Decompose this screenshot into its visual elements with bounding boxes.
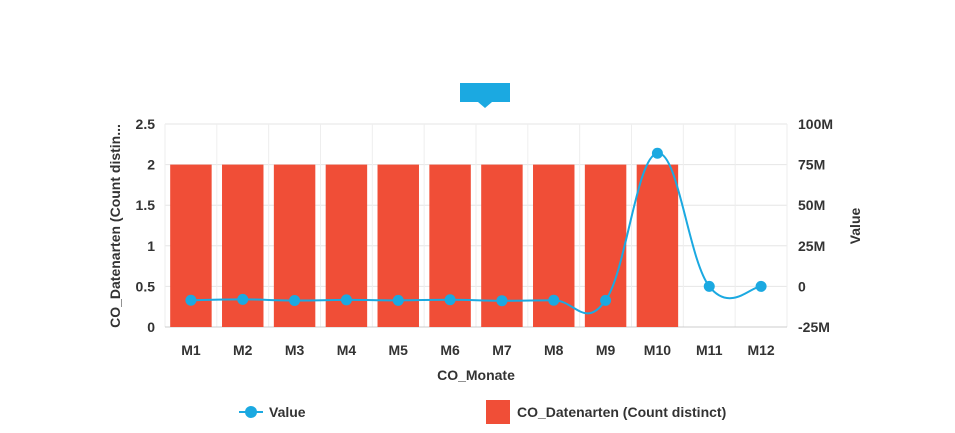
right-axis-title: Value bbox=[847, 208, 863, 245]
left-tick-label: 1.5 bbox=[136, 197, 156, 213]
x-axis-title: CO_Monate bbox=[437, 367, 515, 383]
bar-m10[interactable] bbox=[636, 164, 679, 327]
tooltip-marker bbox=[460, 83, 510, 108]
value-point-m2[interactable] bbox=[237, 293, 249, 305]
right-tick-label: 100M bbox=[798, 116, 833, 132]
x-axis: M1 M2 M3 M4 M5 M6 M7 M8 M9 M10 M11 M12 bbox=[181, 342, 775, 358]
legend-bar-swatch bbox=[486, 400, 510, 424]
x-tick-label: M8 bbox=[544, 342, 564, 358]
value-point-m12[interactable] bbox=[755, 280, 767, 292]
x-tick-label: M12 bbox=[747, 342, 774, 358]
left-tick-label: 1 bbox=[147, 238, 155, 254]
value-point-m8[interactable] bbox=[548, 294, 560, 306]
left-tick-label: 0 bbox=[147, 319, 155, 335]
legend-label-count-distinct: CO_Datenarten (Count distinct) bbox=[517, 404, 726, 420]
value-point-m6[interactable] bbox=[444, 294, 456, 306]
right-axis: -25M 0 25M 50M 75M 100M bbox=[798, 116, 833, 335]
right-tick-label: -25M bbox=[798, 319, 830, 335]
x-tick-label: M6 bbox=[440, 342, 460, 358]
value-point-m5[interactable] bbox=[392, 294, 404, 306]
x-tick-label: M4 bbox=[337, 342, 357, 358]
value-point-m10[interactable] bbox=[651, 147, 663, 159]
x-tick-label: M9 bbox=[596, 342, 616, 358]
right-tick-label: 50M bbox=[798, 197, 825, 213]
right-tick-label: 0 bbox=[798, 278, 806, 294]
value-point-m9[interactable] bbox=[600, 294, 612, 306]
value-point-m4[interactable] bbox=[340, 294, 352, 306]
grid bbox=[164, 123, 788, 328]
left-tick-label: 0.5 bbox=[136, 278, 156, 294]
x-tick-label: M5 bbox=[389, 342, 409, 358]
x-tick-label: M7 bbox=[492, 342, 512, 358]
legend-item-value[interactable]: Value bbox=[239, 404, 306, 420]
legend-item-count-distinct[interactable]: CO_Datenarten (Count distinct) bbox=[486, 400, 726, 424]
left-axis: 0 0.5 1 1.5 2 2.5 bbox=[136, 116, 156, 335]
x-tick-label: M11 bbox=[696, 342, 723, 358]
value-point-m11[interactable] bbox=[703, 280, 715, 292]
left-tick-label: 2 bbox=[147, 157, 155, 173]
value-point-m3[interactable] bbox=[289, 295, 301, 307]
left-axis-title: CO_Datenarten (Count distin... bbox=[107, 124, 123, 328]
x-tick-label: M2 bbox=[233, 342, 253, 358]
right-tick-label: 25M bbox=[798, 238, 825, 254]
value-point-m7[interactable] bbox=[496, 295, 508, 307]
x-tick-label: M10 bbox=[644, 342, 671, 358]
legend-point-swatch bbox=[245, 406, 257, 418]
left-tick-label: 2.5 bbox=[136, 116, 156, 132]
x-tick-label: M1 bbox=[181, 342, 201, 358]
right-tick-label: 75M bbox=[798, 157, 825, 173]
value-point-m1[interactable] bbox=[185, 294, 197, 306]
line-series bbox=[185, 147, 767, 315]
legend-label-value: Value bbox=[269, 404, 306, 420]
x-tick-label: M3 bbox=[285, 342, 305, 358]
legend: Value CO_Datenarten (Count distinct) bbox=[239, 400, 726, 424]
